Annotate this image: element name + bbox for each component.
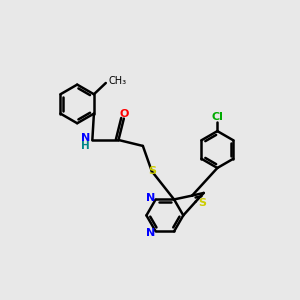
Text: Cl: Cl xyxy=(212,112,223,122)
Text: CH₃: CH₃ xyxy=(109,76,127,85)
Text: O: O xyxy=(119,109,128,118)
Text: N: N xyxy=(146,193,155,203)
Text: N: N xyxy=(146,228,155,238)
Text: N: N xyxy=(81,133,90,142)
Text: H: H xyxy=(81,141,90,151)
Text: S: S xyxy=(198,198,206,208)
Text: S: S xyxy=(148,166,156,176)
